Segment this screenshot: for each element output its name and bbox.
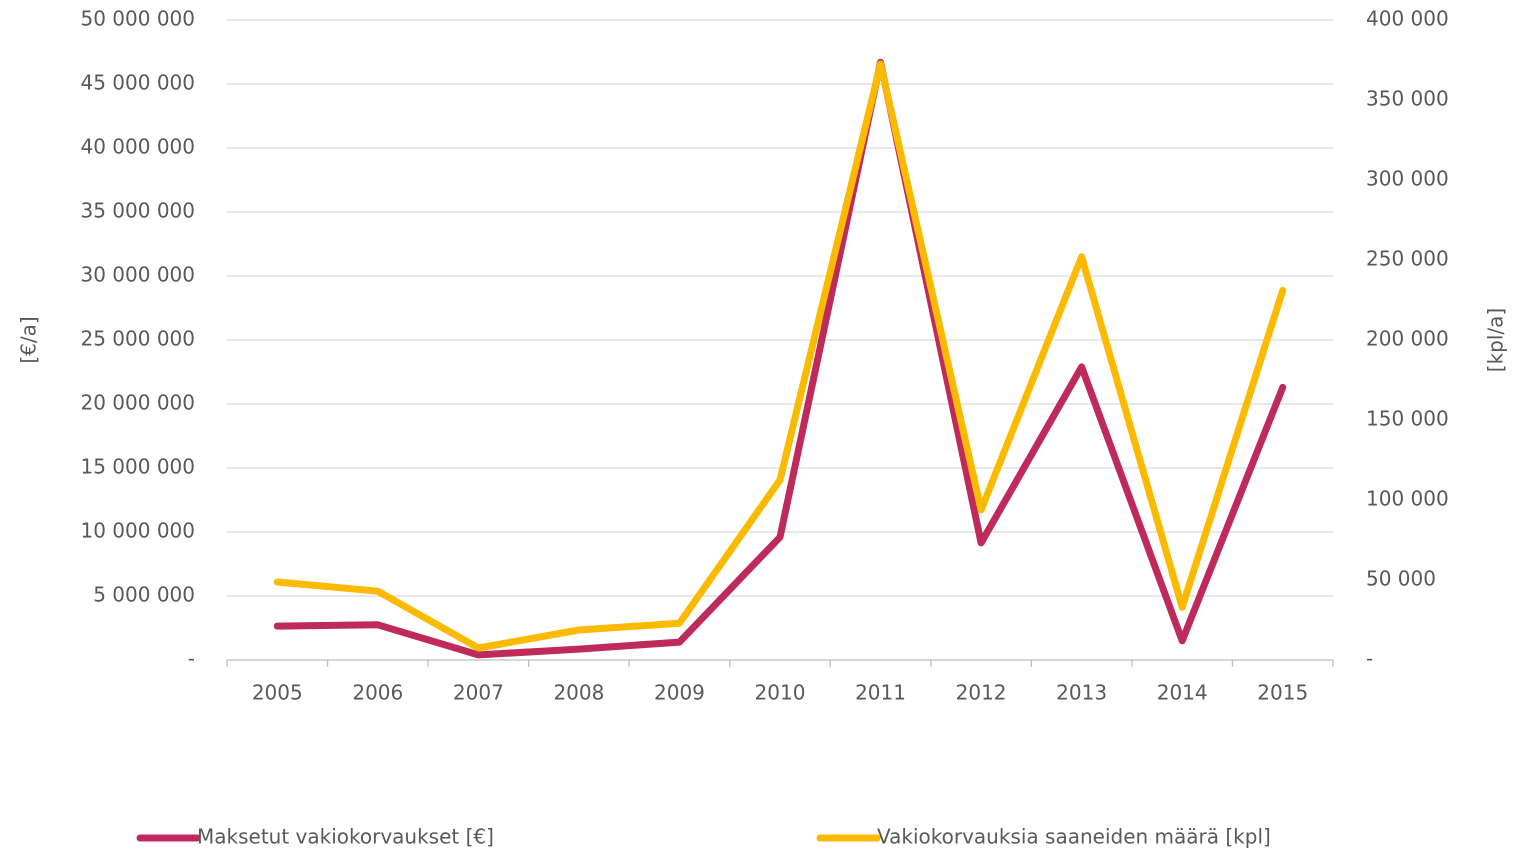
y-tick-label: 10 000 000 <box>80 519 195 543</box>
y2-tick-label: 100 000 <box>1366 487 1449 511</box>
y2-tick-label: 350 000 <box>1366 87 1449 111</box>
x-tick-label: 2012 <box>956 681 1007 705</box>
y-tick-label: 45 000 000 <box>80 71 195 95</box>
legend-label: Vakiokorvauksia saaneiden määrä [kpl] <box>877 825 1271 849</box>
x-tick-label: 2008 <box>553 681 604 705</box>
y-tick-label: 35 000 000 <box>80 199 195 223</box>
y2-tick-label: 300 000 <box>1366 167 1449 191</box>
y-tick-label: 15 000 000 <box>80 455 195 479</box>
y-tick-label: - <box>188 647 195 671</box>
y-tick-label: 25 000 000 <box>80 327 195 351</box>
x-tick-label: 2006 <box>352 681 403 705</box>
y-tick-label: 30 000 000 <box>80 263 195 287</box>
line-series <box>273 60 1287 652</box>
legend-label: Maksetut vakiokorvaukset [€] <box>197 825 494 849</box>
y-tick-label: 50 000 000 <box>80 7 195 31</box>
y2-tick-label: 250 000 <box>1366 247 1449 271</box>
y-axis-label: [€/a] <box>17 316 41 363</box>
y2-tick-label: 400 000 <box>1366 7 1449 31</box>
y2-axis-label: [kpl/a] <box>1484 308 1508 372</box>
line-series <box>273 58 1287 659</box>
y-tick-label: 40 000 000 <box>80 135 195 159</box>
y2-tick-label: 150 000 <box>1366 407 1449 431</box>
y2-tick-label: 200 000 <box>1366 327 1449 351</box>
x-tick-label: 2011 <box>855 681 906 705</box>
x-tick-label: 2009 <box>654 681 705 705</box>
x-tick-label: 2005 <box>252 681 303 705</box>
y-tick-label: 5 000 000 <box>93 583 195 607</box>
y2-tick-label: - <box>1366 647 1373 671</box>
x-tick-label: 2015 <box>1257 681 1308 705</box>
x-tick-label: 2013 <box>1056 681 1107 705</box>
x-tick-label: 2010 <box>755 681 806 705</box>
x-tick-label: 2014 <box>1157 681 1208 705</box>
y-tick-label: 20 000 000 <box>80 391 195 415</box>
x-tick-label: 2007 <box>453 681 504 705</box>
y2-tick-label: 50 000 <box>1366 567 1436 591</box>
